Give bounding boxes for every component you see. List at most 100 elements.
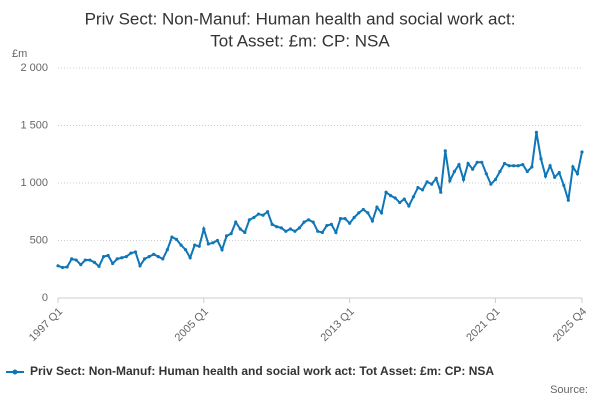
data-point	[338, 217, 343, 221]
data-point	[375, 205, 379, 209]
data-point	[229, 232, 233, 236]
data-point	[443, 149, 447, 153]
legend-label: Priv Sect: Non-Manuf: Human health and s…	[30, 364, 494, 378]
data-point	[142, 257, 147, 261]
data-point	[407, 204, 411, 208]
data-point	[302, 220, 306, 224]
data-point	[311, 220, 315, 224]
data-point	[320, 230, 324, 235]
data-point	[83, 258, 87, 262]
chart-title: Priv Sect: Non-Manuf: Human health and s…	[85, 9, 516, 28]
data-point	[452, 169, 457, 174]
data-point	[457, 163, 461, 167]
data-point	[206, 242, 210, 246]
data-point	[562, 183, 566, 187]
data-point	[489, 182, 493, 186]
data-point	[279, 226, 283, 230]
data-point	[575, 172, 580, 176]
data-point	[361, 207, 365, 212]
data-point	[179, 243, 183, 247]
data-point	[92, 260, 97, 264]
data-point	[193, 243, 197, 247]
data-point	[266, 210, 270, 214]
data-point	[234, 220, 238, 224]
source: Source:	[550, 384, 588, 396]
data-point	[553, 175, 557, 179]
y-tick-label: 2 000	[20, 62, 48, 74]
data-point	[79, 263, 83, 267]
data-point	[165, 248, 169, 252]
data-point	[183, 248, 188, 252]
data-point	[416, 186, 420, 190]
data-point	[243, 230, 247, 235]
data-point	[147, 255, 151, 259]
y-tick-label: 500	[30, 234, 48, 246]
data-point	[539, 157, 543, 161]
data-point	[548, 164, 552, 168]
data-point	[129, 251, 133, 255]
data-point	[484, 172, 488, 176]
data-point	[197, 244, 201, 248]
y-tick-label: 0	[42, 292, 48, 304]
y-axis-label: £m	[12, 48, 27, 60]
data-point	[124, 255, 128, 259]
data-point	[174, 237, 179, 241]
data-point	[284, 229, 288, 233]
data-point	[461, 177, 466, 182]
data-point	[530, 165, 534, 169]
data-point	[507, 164, 511, 168]
data-point	[224, 234, 229, 238]
data-point	[566, 198, 570, 202]
data-point	[220, 248, 224, 252]
data-point	[370, 219, 374, 223]
data-point	[343, 217, 347, 221]
data-point	[512, 164, 516, 168]
data-point	[475, 160, 479, 164]
data-point	[256, 212, 261, 216]
data-point	[498, 169, 502, 174]
data-point	[334, 230, 338, 235]
y-tick-label: 1 000	[20, 177, 48, 189]
data-point	[580, 150, 584, 154]
data-point	[261, 213, 265, 217]
data-point	[74, 258, 78, 262]
x-tick-label: 2013 Q1	[318, 306, 356, 344]
data-point	[316, 229, 320, 233]
data-point	[202, 227, 206, 231]
data-point	[252, 215, 256, 220]
data-point	[516, 164, 520, 168]
data-point	[188, 256, 192, 260]
data-point	[471, 167, 475, 171]
legend-marker	[12, 369, 18, 375]
data-point	[101, 255, 106, 259]
data-point	[420, 188, 425, 192]
data-point	[402, 197, 406, 201]
data-point	[543, 174, 548, 178]
data-point	[525, 169, 529, 174]
data-point	[357, 211, 361, 215]
chart-title: Tot Asset: £m: CP: NSA	[210, 31, 390, 50]
data-point	[425, 180, 429, 184]
data-point	[307, 218, 311, 222]
x-tick-label: 2005 Q1	[173, 306, 211, 344]
x-tick-label: 2021 Q1	[464, 306, 502, 344]
data-point	[152, 252, 156, 256]
data-point	[571, 165, 575, 169]
data-point	[384, 190, 388, 194]
data-point	[161, 257, 165, 261]
data-point	[430, 182, 434, 186]
x-tick-label: 2025 Q4	[551, 306, 589, 344]
data-point	[133, 250, 138, 254]
data-point	[211, 241, 215, 245]
data-point	[389, 194, 393, 198]
data-point	[393, 196, 397, 200]
data-point	[115, 257, 119, 261]
data-point	[466, 161, 470, 166]
data-point	[170, 235, 174, 239]
data-point	[215, 238, 220, 243]
data-point	[348, 221, 352, 225]
data-point	[521, 163, 525, 167]
data-point	[502, 161, 507, 166]
data-point	[398, 200, 402, 205]
series-line	[57, 132, 583, 269]
